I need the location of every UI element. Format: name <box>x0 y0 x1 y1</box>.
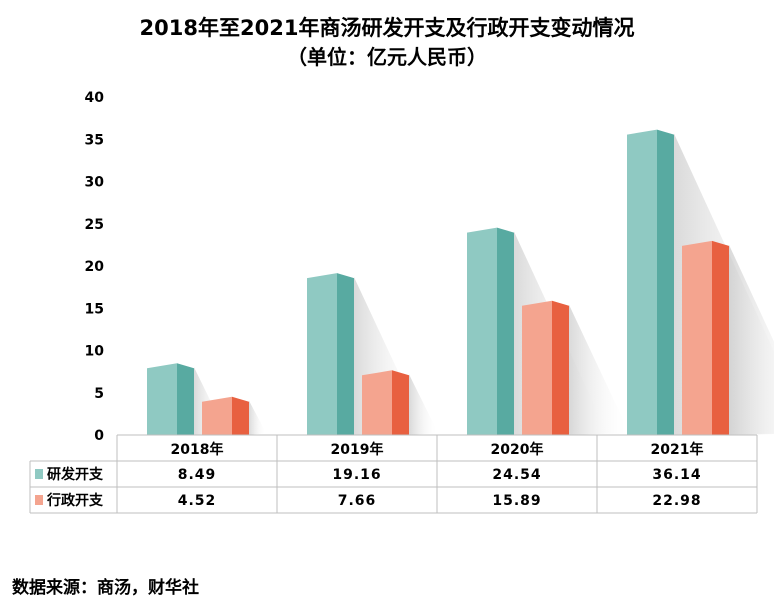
y-axis-labels: 0 5 10 15 20 25 30 35 40 <box>85 90 105 444</box>
bars <box>147 129 729 435</box>
bar-side-face <box>392 370 409 435</box>
legend-label: 研发开支 <box>47 466 104 483</box>
bar-front-face <box>682 240 712 435</box>
x-tick-label: 2018年 <box>171 441 224 458</box>
bar <box>147 363 194 435</box>
bar <box>467 227 514 435</box>
bar-side-face <box>552 300 569 435</box>
bar-side-face <box>177 363 194 435</box>
bar <box>627 129 674 435</box>
bar-front-face <box>522 300 552 435</box>
y-tick-label: 25 <box>85 217 104 233</box>
y-tick-label: 10 <box>85 344 105 360</box>
source-note: 数据来源：商汤，财华社 <box>12 578 199 598</box>
bar-side-face <box>657 129 674 435</box>
chart-subtitle: （单位：亿元人民币） <box>287 45 487 69</box>
y-tick-label: 0 <box>94 428 104 444</box>
data-label: 7.66 <box>338 493 377 509</box>
bar <box>522 300 569 435</box>
legend-key <box>35 469 43 479</box>
bar <box>307 273 354 435</box>
bar-front-face <box>147 363 177 435</box>
data-label: 19.16 <box>332 467 381 483</box>
bar <box>362 370 409 435</box>
y-tick-label: 5 <box>94 386 104 402</box>
bar-side-face <box>232 396 249 435</box>
bar-front-face <box>307 273 337 435</box>
bar-front-face <box>627 129 657 435</box>
chart-title: 2018年至2021年商汤研发开支及行政开支变动情况 <box>139 16 635 40</box>
x-tick-label: 2021年 <box>651 441 704 458</box>
bar-front-face <box>362 370 392 435</box>
bar-front-face <box>202 396 232 435</box>
bar-shadow <box>409 374 439 435</box>
bar-shadow <box>569 304 630 435</box>
bar-front-face <box>467 227 497 435</box>
y-tick-label: 20 <box>85 259 105 275</box>
y-tick-label: 30 <box>85 175 105 191</box>
bar-shadow <box>729 244 774 435</box>
y-tick-label: 40 <box>85 90 105 106</box>
data-label: 15.89 <box>492 493 541 509</box>
y-tick-label: 35 <box>85 132 104 148</box>
bar-side-face <box>337 273 354 435</box>
data-label: 24.54 <box>492 467 541 483</box>
x-tick-label: 2019年 <box>331 441 384 458</box>
bar <box>682 240 729 435</box>
legend-key <box>35 495 43 505</box>
data-label: 8.49 <box>178 467 217 483</box>
y-tick-label: 15 <box>85 301 104 317</box>
bar-side-face <box>497 227 514 435</box>
x-tick-label: 2020年 <box>491 441 544 458</box>
bar <box>202 396 249 435</box>
data-label: 22.98 <box>652 493 701 509</box>
bar-side-face <box>712 240 729 435</box>
data-label: 36.14 <box>652 467 701 483</box>
bar-shadow <box>249 400 267 435</box>
legend-label: 行政开支 <box>46 492 104 509</box>
data-label: 4.52 <box>178 493 217 509</box>
